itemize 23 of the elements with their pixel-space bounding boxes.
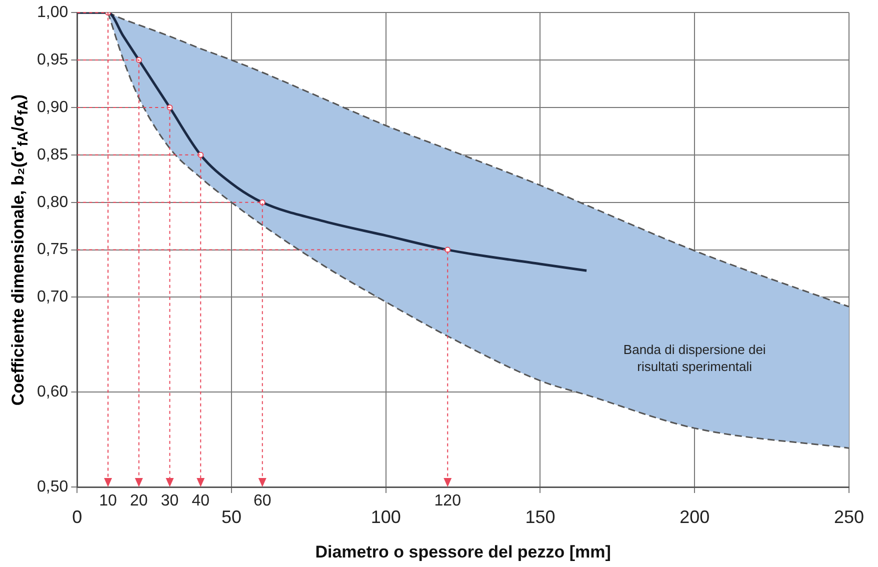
y-tick-label: 0,95 [37, 51, 68, 68]
x-tick-label: 100 [370, 506, 401, 527]
y-tick-label: 0,75 [37, 241, 68, 258]
x-tick-label: 50 [221, 506, 242, 527]
y-tick-label: 0,70 [37, 288, 68, 306]
y-tick-label: 1,00 [37, 4, 68, 22]
y-tick-label: 0,60 [37, 384, 68, 401]
x-tick-label: 0 [72, 506, 82, 527]
x-axis-title: Diametro o spessore del pezzo [mm] [315, 542, 611, 562]
y-tick-label: 0,85 [37, 146, 68, 164]
x-tick-label: 150 [525, 506, 556, 527]
y-tick-label: 0,80 [37, 194, 68, 211]
text: 30 [160, 492, 179, 510]
x-tick-label: 250 [834, 506, 864, 527]
x-tick-label: 200 [680, 506, 710, 527]
text: 10 [99, 492, 118, 510]
annotation: Banda di dispersione dei risultati sperimentali [623, 342, 766, 374]
text: 60 [253, 492, 272, 510]
text: 20 [130, 492, 148, 510]
text: 40 [192, 492, 210, 510]
y-tick-label: 0,50 [37, 478, 68, 496]
text: 120 [434, 492, 462, 510]
y-tick-label: 0,90 [37, 98, 68, 116]
